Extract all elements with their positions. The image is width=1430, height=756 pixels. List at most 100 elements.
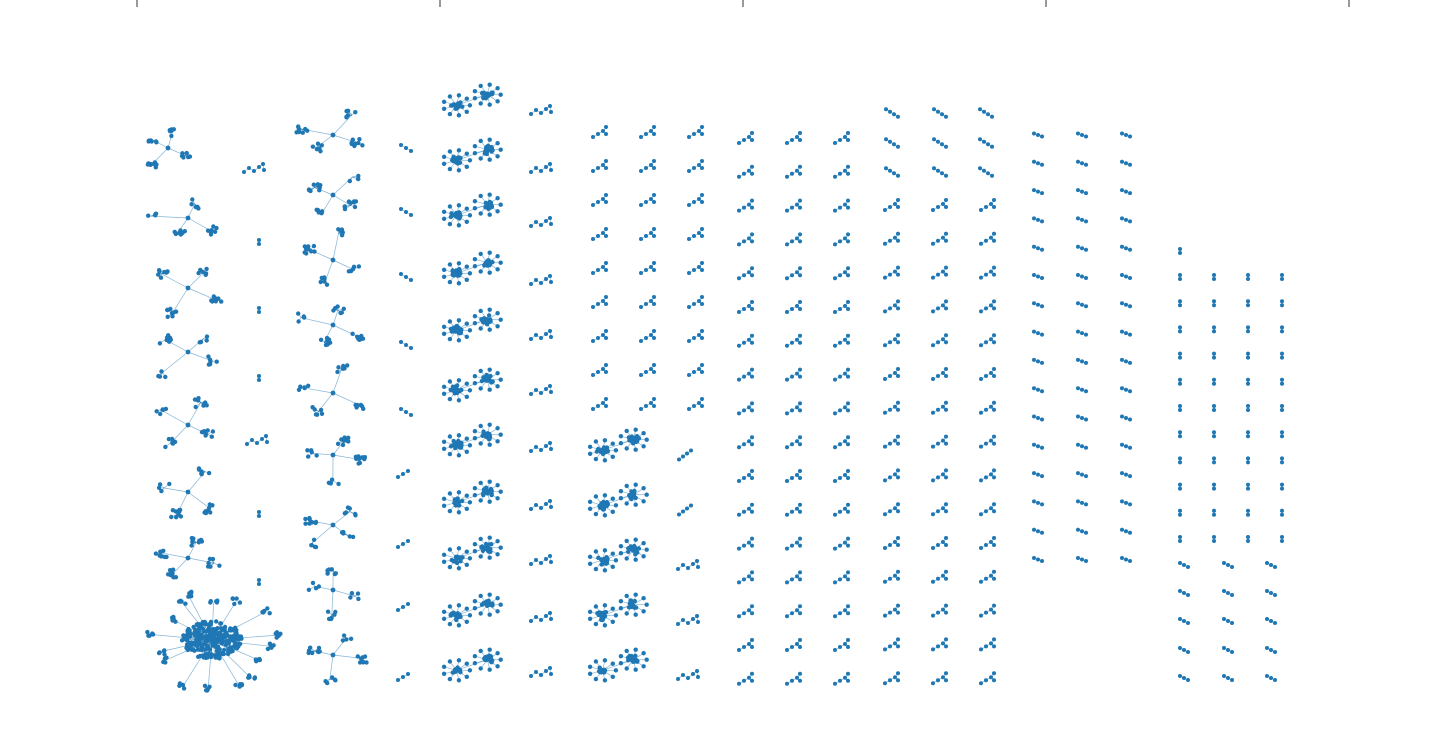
graph-node: [199, 636, 204, 641]
graph-node: [601, 129, 605, 133]
graph-node: [1040, 162, 1044, 167]
graph-node: [1080, 359, 1084, 364]
graph-node: [944, 299, 948, 304]
graph-node: [325, 680, 330, 686]
graph-node: [644, 547, 649, 552]
graph-edge: [161, 273, 189, 289]
graph-node: [1280, 460, 1284, 465]
graph-node: [486, 313, 492, 318]
graph-node: [1080, 472, 1084, 477]
graph-node: [1124, 246, 1128, 251]
graph-node: [441, 267, 447, 272]
graph-node: [1178, 404, 1182, 408]
graph-node: [1246, 381, 1250, 386]
graph-node: [649, 333, 653, 337]
graph-node: [989, 371, 993, 375]
graph-node: [883, 377, 887, 381]
graph-node: [742, 273, 746, 278]
graph-node: [146, 633, 151, 638]
graph-node: [944, 114, 948, 119]
graph-node: [464, 277, 469, 282]
graph-node: [166, 436, 172, 442]
graph-node: [883, 343, 887, 348]
graph-node: [892, 112, 896, 117]
graph-node: [164, 335, 170, 340]
graph-node: [250, 438, 254, 442]
graph-node: [1120, 273, 1124, 277]
graph-node: [696, 675, 700, 679]
graph-node: [356, 176, 361, 182]
graph-node: [600, 502, 606, 508]
graph-node: [233, 628, 238, 634]
graph-node: [687, 135, 691, 139]
graph-node: [482, 263, 487, 268]
graph-node: [161, 548, 166, 553]
graph-node: [992, 502, 996, 507]
graph-node: [464, 109, 469, 115]
graph-node: [208, 510, 213, 515]
graph-node: [449, 211, 454, 216]
graph-node: [217, 656, 222, 661]
graph-node: [984, 374, 988, 378]
graph-node: [604, 329, 608, 333]
graph-node: [185, 628, 191, 633]
graph-node: [336, 365, 341, 370]
graph-node: [896, 576, 900, 581]
graph-node: [798, 307, 802, 311]
graph-node: [936, 678, 940, 683]
graph-node: [153, 139, 159, 144]
graph-node: [601, 558, 607, 563]
graph-node: [330, 522, 336, 528]
graph-node: [846, 570, 850, 575]
graph-node: [467, 443, 473, 448]
graph-node: [1080, 217, 1084, 222]
graph-node: [843, 506, 847, 511]
graph-node: [306, 246, 311, 252]
graph-node: [257, 306, 261, 310]
graph-node: [936, 168, 940, 173]
graph-node: [1076, 357, 1080, 362]
graph-node: [896, 671, 900, 676]
graph-node: [984, 407, 988, 412]
graph-node: [1280, 539, 1284, 543]
graph-node: [896, 678, 900, 683]
graph-node: [1178, 617, 1182, 621]
graph-node: [199, 625, 204, 630]
graph-node: [484, 145, 489, 150]
graph-node: [335, 304, 340, 309]
graph-node: [989, 472, 993, 477]
graph-node: [273, 631, 278, 636]
graph-node: [478, 498, 483, 503]
graph-node: [737, 377, 741, 382]
graph-node: [1186, 650, 1190, 654]
graph-node: [838, 611, 842, 616]
graph-node: [478, 368, 483, 374]
graph-node: [737, 411, 741, 416]
graph-node: [177, 230, 182, 236]
graph-edge: [187, 203, 196, 219]
graph-node: [183, 601, 188, 606]
graph-node: [896, 536, 900, 540]
graph-node: [843, 304, 847, 308]
graph-node: [1128, 247, 1132, 252]
graph-node: [167, 481, 172, 487]
graph-node: [883, 647, 887, 652]
graph-node: [481, 316, 487, 321]
graph-node: [601, 231, 605, 235]
graph-node: [896, 441, 900, 446]
graph-node: [456, 281, 462, 286]
graph-node: [591, 407, 595, 411]
graph-node: [843, 202, 847, 207]
graph-node: [941, 607, 945, 612]
graph-node: [481, 95, 486, 101]
graph-node: [185, 489, 191, 495]
graph-node: [989, 607, 993, 612]
graph-node: [487, 212, 492, 217]
graph-node: [888, 109, 892, 114]
graph-node: [296, 311, 301, 316]
graph-node: [602, 458, 608, 463]
graph-node: [1120, 301, 1124, 306]
graph-node: [992, 367, 996, 371]
graph-node: [697, 163, 701, 167]
graph-node: [697, 197, 701, 201]
